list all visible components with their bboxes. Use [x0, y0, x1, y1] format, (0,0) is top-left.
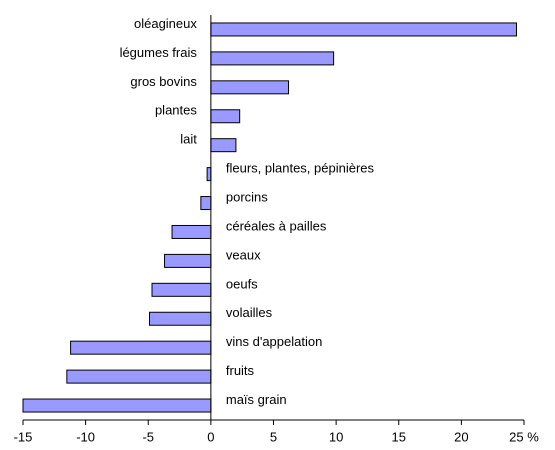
- x-tick-label: 5: [270, 429, 277, 444]
- category-label: lait: [180, 132, 197, 147]
- bar: [151, 282, 212, 297]
- category-label: légumes frais: [120, 45, 198, 60]
- category-label: fleurs, plantes, pépinières: [226, 161, 375, 176]
- category-label: gros bovins: [130, 74, 197, 89]
- x-tick-label: 25 %: [509, 429, 539, 444]
- bar: [149, 311, 212, 326]
- bar: [22, 398, 212, 413]
- bar: [70, 340, 212, 355]
- category-label: veaux: [226, 247, 261, 262]
- x-tick-label: -15: [14, 429, 33, 444]
- bar: [200, 196, 212, 211]
- category-label: maïs grain: [226, 392, 287, 407]
- category-label: oléagineux: [134, 16, 197, 31]
- bar: [206, 167, 212, 182]
- bar: [210, 22, 517, 37]
- bar: [210, 80, 290, 95]
- bar: [210, 109, 241, 124]
- bar: [210, 138, 237, 153]
- x-tick-label: 10: [329, 429, 343, 444]
- category-label: fruits: [226, 363, 255, 378]
- x-tick-label: 20: [454, 429, 468, 444]
- x-tick-label: 15: [392, 429, 406, 444]
- category-label: vins d'appelation: [226, 334, 322, 349]
- bar: [66, 369, 212, 384]
- category-label: plantes: [155, 103, 197, 118]
- bar: [164, 253, 212, 268]
- x-tick-label: -10: [76, 429, 95, 444]
- x-tick-label: -5: [142, 429, 154, 444]
- bar: [210, 51, 335, 66]
- category-label: porcins: [226, 189, 268, 204]
- bar: [171, 224, 212, 239]
- category-label: oeufs: [226, 276, 258, 291]
- category-label: céréales à pailles: [226, 218, 327, 233]
- category-label: volailles: [226, 305, 273, 320]
- x-tick-label: 0: [207, 429, 214, 444]
